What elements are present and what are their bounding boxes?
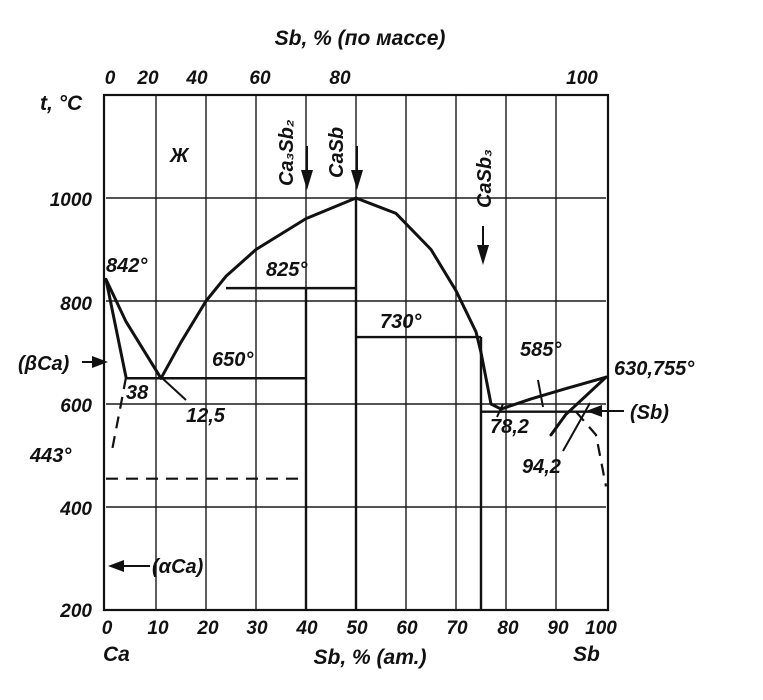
bottom-tick-label: 30 bbox=[246, 618, 268, 639]
y-tick-label: 800 bbox=[60, 294, 92, 315]
beta-ca-arrow-icon bbox=[92, 356, 108, 368]
alpha-ca-arrow-icon bbox=[108, 560, 124, 572]
casb3-label: CaSb₃ bbox=[474, 149, 496, 208]
casb-arrow-icon bbox=[351, 170, 363, 190]
liquidus-right-branch bbox=[479, 351, 608, 411]
beta-ca-solidus bbox=[104, 277, 128, 379]
bottom-tick-label: 50 bbox=[346, 618, 368, 639]
bottom-tick-label: 70 bbox=[446, 618, 468, 639]
sb-solvus bbox=[575, 410, 608, 487]
annotation-842: 842° bbox=[106, 255, 148, 277]
annotation-650: 650° bbox=[212, 349, 254, 371]
bottom-tick-label: 80 bbox=[497, 618, 519, 639]
y-axis-ticks: 200 400 600 800 1000 bbox=[50, 190, 93, 622]
liquidus-left-branch bbox=[104, 277, 163, 380]
top-axis-title: Sb, % (по массе) bbox=[275, 27, 446, 50]
sb-phase-label: (Sb) bbox=[630, 402, 669, 424]
bottom-axis-ticks: 0 10 20 30 40 50 60 70 80 90 100 bbox=[102, 618, 618, 639]
y-tick-label: 200 bbox=[59, 601, 92, 622]
liquidus-casb-dome bbox=[159, 196, 483, 380]
sb-solidus bbox=[549, 375, 608, 437]
annotation-443: 443° bbox=[29, 445, 72, 467]
top-tick-label: 20 bbox=[136, 68, 159, 89]
y-tick-label: 400 bbox=[59, 499, 92, 520]
ca3sb2-arrow-icon bbox=[301, 170, 313, 190]
alpha-ca-label: (αCa) bbox=[152, 556, 204, 578]
annotation-12-5: 12,5 bbox=[186, 405, 226, 427]
top-tick-label: 80 bbox=[329, 68, 351, 89]
ca3sb2-label: Ca₃Sb₂ bbox=[276, 119, 298, 186]
annotation-630-755: 630,755° bbox=[614, 358, 695, 380]
bottom-tick-label: 60 bbox=[396, 618, 418, 639]
bottom-tick-label: 20 bbox=[196, 618, 219, 639]
beta-ca-label: (βCa) bbox=[18, 353, 70, 375]
pointer-arrows bbox=[82, 146, 624, 572]
sb-arrow-icon bbox=[586, 405, 602, 417]
beta-ca-solvus bbox=[109, 376, 128, 456]
annotation-78-2: 78,2 bbox=[490, 416, 529, 438]
y-axis-title: t, °C bbox=[40, 92, 83, 115]
annotation-825: 825° bbox=[266, 259, 308, 281]
casb3-arrow-icon bbox=[477, 245, 489, 265]
bottom-tick-label: 90 bbox=[547, 618, 569, 639]
annotation-38: 38 bbox=[126, 382, 149, 404]
y-tick-label: 600 bbox=[60, 396, 92, 417]
y-tick-label: 1000 bbox=[50, 190, 93, 211]
bottom-tick-label: 10 bbox=[147, 618, 169, 639]
annotation-94-2: 94,2 bbox=[522, 456, 561, 478]
phase-boundaries bbox=[104, 196, 608, 610]
top-axis-ticks: 0 20 40 60 80 100 bbox=[105, 68, 599, 89]
bottom-axis-title: Sb, % (ат.) bbox=[314, 646, 427, 669]
casb-label: CaSb bbox=[326, 127, 348, 178]
bottom-tick-label: 0 bbox=[102, 618, 113, 639]
liquid-phase-label: Ж bbox=[169, 145, 190, 167]
annotation-730: 730° bbox=[380, 311, 422, 333]
bottom-tick-label: 100 bbox=[585, 618, 617, 639]
top-tick-label: 60 bbox=[249, 68, 271, 89]
bottom-axis-right-end: Sb bbox=[573, 643, 600, 666]
bottom-axis-left-end: Ca bbox=[103, 643, 130, 666]
top-tick-label: 40 bbox=[185, 68, 208, 89]
annotation-585: 585° bbox=[520, 339, 562, 361]
top-tick-label: 0 bbox=[105, 68, 116, 89]
top-tick-label: 100 bbox=[566, 68, 598, 89]
bottom-tick-label: 40 bbox=[295, 618, 318, 639]
